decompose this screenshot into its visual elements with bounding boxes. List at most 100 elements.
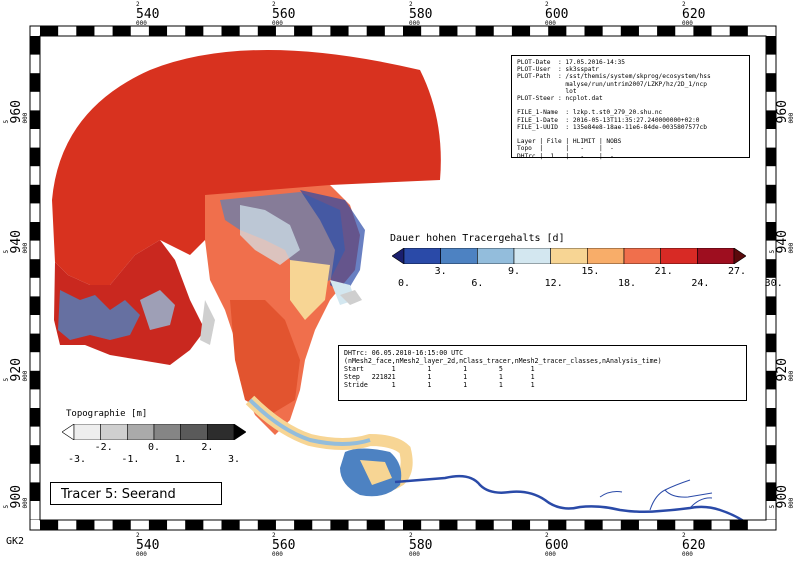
- x-tick-top: 2 560 000: [272, 2, 295, 27]
- tick-tail: 000: [682, 551, 693, 558]
- checker-cell: [30, 296, 40, 315]
- plot-info-line: [517, 102, 744, 109]
- plot-info-line: PLOT-Path : /sst/themis/system/skprog/ec…: [517, 73, 711, 81]
- topo-legend-title: Topographie [m]: [66, 409, 148, 419]
- checker-cell: [257, 26, 276, 36]
- plot-info-line: PLOT-Date : 17.05.2016-14:35: [517, 59, 626, 66]
- y-tick-left: 5 940 000: [3, 230, 29, 253]
- coastal-blue-left: [58, 290, 140, 340]
- tick-value: 580: [409, 538, 433, 553]
- y-tick-right: 5 900 000: [769, 485, 795, 508]
- tick-value: 580: [409, 7, 433, 22]
- tick-lead: 2: [545, 1, 549, 8]
- tick-value: 540: [136, 538, 160, 553]
- tick-value: 560: [272, 538, 296, 553]
- checker-cell: [40, 26, 59, 36]
- colorbar-cell: [207, 424, 235, 440]
- checker-cell: [439, 520, 458, 530]
- plot-info-line: DHTrc | 1 | - | -: [517, 152, 614, 160]
- checker-cell: [766, 73, 776, 92]
- legend-tick-lower: -1.: [121, 454, 140, 465]
- plot-info-line: FILE_1-Name : lzkp.t.st0_279_20.shu.nc: [517, 109, 663, 117]
- checker-cell: [693, 26, 712, 36]
- tick-value: 600: [545, 7, 569, 22]
- checker-cell: [40, 520, 59, 530]
- colorbar-min-triangle: [62, 424, 75, 440]
- colorbar-cell: [403, 248, 441, 264]
- legend-tick-lower: 0.: [398, 278, 411, 289]
- y-tick-left: 5 900 000: [3, 485, 29, 508]
- plot-info-line: Layer | File | HLIMIT | NOBS: [517, 138, 622, 146]
- checker-cell: [766, 482, 776, 501]
- checker-cell: [475, 520, 494, 530]
- checker-cell: [511, 26, 531, 36]
- checker-cell: [148, 520, 168, 530]
- time-info-line: Step 221821 1 1 1 1: [344, 373, 535, 381]
- checker-cell: [439, 26, 458, 36]
- colorbar-cell: [180, 424, 208, 440]
- plot-info-line: [517, 131, 744, 138]
- checker-cell: [76, 520, 95, 530]
- tick-lead: 2: [136, 532, 140, 539]
- colorbar-min-triangle: [392, 248, 405, 264]
- x-tick-top: 2 540 000: [136, 2, 159, 27]
- tick-tail: 000: [136, 20, 147, 27]
- checker-cell: [30, 222, 40, 241]
- checker-cell: [366, 520, 385, 530]
- tick-value: 560: [272, 7, 296, 22]
- y-tick-right: 5 940 000: [769, 230, 795, 253]
- tick-value: 620: [682, 7, 706, 22]
- plot-info-box: PLOT-Date : 17.05.2016-14:35 PLOT-User : …: [511, 55, 750, 160]
- checker-cell: [30, 445, 40, 464]
- legend-tick-upper: 27.: [728, 266, 747, 277]
- time-info-box: DHTrc: 06.05.2010-16:15:00 UTC (nMesh2_fa…: [338, 345, 747, 401]
- plot-info-line: PLOT-User : sk3sspatr: [517, 66, 599, 74]
- checker-cell: [693, 520, 712, 530]
- checker-cell: [584, 520, 603, 530]
- checker-cell: [366, 26, 385, 36]
- legend-tick-lower: 18.: [618, 278, 637, 289]
- checker-cell: [76, 26, 95, 36]
- legend-tick-lower: 1.: [174, 454, 187, 465]
- checker-cell: [30, 259, 40, 278]
- checker-cell: [403, 26, 422, 36]
- tick-lead: 2: [272, 1, 276, 8]
- checker-cell: [403, 520, 422, 530]
- checker-cell: [330, 26, 349, 36]
- tracer-label-box: Tracer 5: Seerand: [50, 482, 222, 505]
- legend-tick-lower: 6.: [471, 278, 484, 289]
- legend-tick-upper: 0.: [148, 442, 161, 453]
- checker-cell: [294, 26, 313, 36]
- checker-cell: [620, 520, 639, 530]
- checker-cell: [30, 370, 40, 390]
- y-tick-left: 5 920 000: [3, 358, 29, 381]
- plot-info-line: lot: [517, 87, 577, 95]
- tick-value: 620: [682, 538, 706, 553]
- checker-cell: [729, 520, 748, 530]
- legend-tick-upper: 15.: [581, 266, 600, 277]
- tick-lead: 2: [272, 532, 276, 539]
- legend-tick-lower: -3.: [68, 454, 87, 465]
- checker-cell: [112, 520, 131, 530]
- colorbar-max-triangle: [233, 424, 246, 440]
- legend-tick-lower: 30.: [764, 278, 783, 289]
- checker-cell: [30, 36, 40, 55]
- colorbar-cell: [127, 424, 155, 440]
- checker-cell: [294, 520, 313, 530]
- tick-lead: 2: [136, 1, 140, 8]
- topo-legend-bar: [62, 424, 246, 440]
- checker-cell: [657, 26, 676, 36]
- legend-tick-upper: 9.: [508, 266, 521, 277]
- time-info-line: (nMesh2_face,nMesh2_layer_2d,nClass_trac…: [344, 357, 662, 365]
- tick-tail: 000: [272, 20, 283, 27]
- y-tick-right: 5 920 000: [769, 358, 795, 381]
- checker-cell: [584, 26, 603, 36]
- checker-cell: [30, 333, 40, 353]
- tick-lead: 2: [682, 1, 686, 8]
- checker-cell: [30, 73, 40, 92]
- tick-value: 540: [136, 7, 160, 22]
- legend-tick-upper: 2.: [201, 442, 214, 453]
- checker-cell: [221, 520, 240, 530]
- checker-cell: [766, 147, 776, 167]
- plot-info-line: FILE_1-Date : 2016-05-13T11:35:27.240000…: [517, 116, 700, 124]
